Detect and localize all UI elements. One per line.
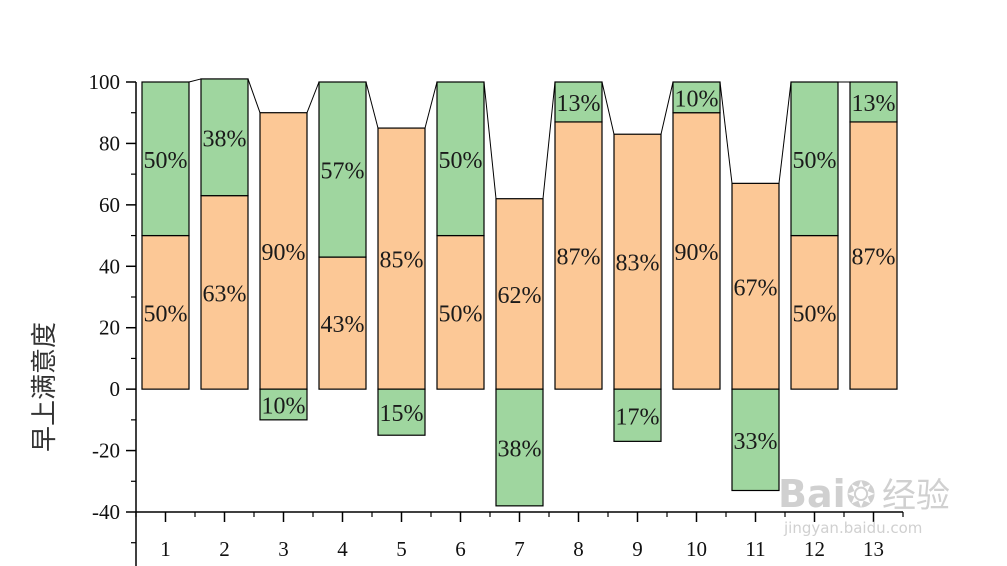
bar-label-satisfied-10: 90% (675, 240, 719, 266)
bar-unsatisfied-10 (672, 81, 721, 114)
x-tick-label-5: 5 (396, 537, 407, 561)
bar-satisfied-13 (849, 121, 898, 390)
bar-label-satisfied-6: 50% (439, 301, 483, 327)
x-tick-label-8: 8 (573, 537, 584, 561)
bar-labels-group: 50% 50% 63% 38% 90% 10% 43% 57% 85% 15% 50% 50% 62% 3… (144, 86, 896, 462)
bar-label-satisfied-2: 63% (203, 281, 247, 307)
connector-4 (365, 81, 379, 129)
x-tick-label-3: 3 (278, 537, 289, 561)
bar-unsatisfied-11 (731, 388, 780, 492)
connector-1 (188, 78, 202, 83)
bar-unsatisfied-7 (495, 388, 544, 507)
bar-satisfied-12 (790, 234, 839, 390)
x-tick-label-10: 10 (686, 537, 707, 561)
bar-label-satisfied-5: 85% (380, 248, 424, 274)
bar-satisfied-5 (377, 127, 426, 390)
bar-label-unsatisfied-12: 50% (793, 148, 837, 174)
y-tick-label-4: 40 (99, 254, 120, 278)
bar-satisfied-9 (613, 133, 662, 390)
bar-unsatisfied-12 (790, 81, 839, 237)
connector-7 (542, 81, 556, 199)
bar-label-satisfied-4: 43% (321, 312, 365, 338)
x-tick-label-12: 12 (804, 537, 825, 561)
watermark-brand2: 经验 (882, 476, 950, 516)
bar-label-unsatisfied-13: 13% (852, 91, 896, 117)
bar-label-satisfied-7: 62% (498, 283, 542, 309)
bar-unsatisfied-6 (436, 81, 485, 237)
y-tick-label-2: 0 (110, 377, 121, 401)
bar-satisfied-10 (672, 112, 721, 390)
y-tick-label-0: -40 (92, 500, 120, 524)
connector-2 (247, 78, 261, 113)
bar-label-satisfied-1: 50% (144, 301, 188, 327)
paw-icon: ❂ (846, 475, 876, 516)
x-tick-label-1: 1 (160, 537, 171, 561)
connector-9 (660, 81, 674, 135)
bar-label-satisfied-8: 87% (557, 245, 601, 271)
bar-unsatisfied-2 (200, 78, 249, 197)
bar-label-unsatisfied-11: 33% (734, 429, 778, 455)
x-tick-label-6: 6 (455, 537, 466, 561)
bar-label-unsatisfied-7: 38% (498, 437, 542, 463)
bar-unsatisfied-9 (613, 388, 662, 442)
connector-lines (188, 78, 850, 199)
bar-unsatisfied-1 (141, 81, 190, 237)
bar-label-satisfied-13: 87% (852, 245, 896, 271)
bar-unsatisfied-5 (377, 388, 426, 436)
bar-label-satisfied-11: 67% (734, 275, 778, 301)
y-axis-title: 早上满意度 (30, 322, 60, 452)
connector-10 (719, 81, 733, 184)
y-tick-label-5: 60 (99, 193, 120, 217)
bar-label-unsatisfied-3: 10% (262, 394, 306, 420)
bar-label-unsatisfied-1: 50% (144, 148, 188, 174)
x-tick-label-11: 11 (745, 537, 765, 561)
connector-5 (424, 81, 438, 129)
y-tick-label-3: 20 (99, 316, 120, 340)
bar-label-unsatisfied-5: 15% (380, 401, 424, 427)
watermark-brand: Bai (778, 472, 846, 516)
bar-satisfied-6 (436, 234, 485, 390)
bar-label-satisfied-12: 50% (793, 301, 837, 327)
connector-6 (483, 81, 497, 199)
connector-3 (306, 81, 320, 113)
x-tick-label-7: 7 (514, 537, 525, 561)
x-tick-label-4: 4 (337, 537, 348, 561)
bar-label-unsatisfied-9: 17% (616, 404, 660, 430)
bar-satisfied-1 (141, 234, 190, 390)
bar-label-unsatisfied-2: 38% (203, 126, 247, 152)
bars-group (141, 78, 898, 507)
bar-satisfied-4 (318, 256, 367, 390)
x-tick-label-13: 13 (863, 537, 884, 561)
x-tick-label-2: 2 (219, 537, 230, 561)
connector-11 (778, 81, 792, 184)
watermark-url: jingyan.baidu.com (783, 519, 922, 537)
bar-label-unsatisfied-4: 57% (321, 159, 365, 185)
x-tick-label-9: 9 (632, 537, 643, 561)
bar-unsatisfied-3 (259, 388, 308, 421)
bar-label-satisfied-9: 83% (616, 251, 660, 277)
bar-label-unsatisfied-6: 50% (439, 148, 483, 174)
y-tick-label-7: 100 (89, 70, 121, 94)
bar-label-satisfied-3: 90% (262, 240, 306, 266)
y-tick-label-1: -20 (92, 439, 120, 463)
bar-unsatisfied-4 (318, 81, 367, 258)
connector-8 (601, 81, 615, 135)
watermark: Bai ❂ 经验 jingyan.baidu.com (778, 472, 950, 537)
bar-satisfied-8 (554, 121, 603, 390)
bar-label-unsatisfied-10: 10% (675, 86, 719, 112)
bar-unsatisfied-13 (849, 81, 898, 123)
bar-unsatisfied-8 (554, 81, 603, 123)
bar-label-unsatisfied-8: 13% (557, 91, 601, 117)
y-tick-label-6: 80 (99, 131, 120, 155)
